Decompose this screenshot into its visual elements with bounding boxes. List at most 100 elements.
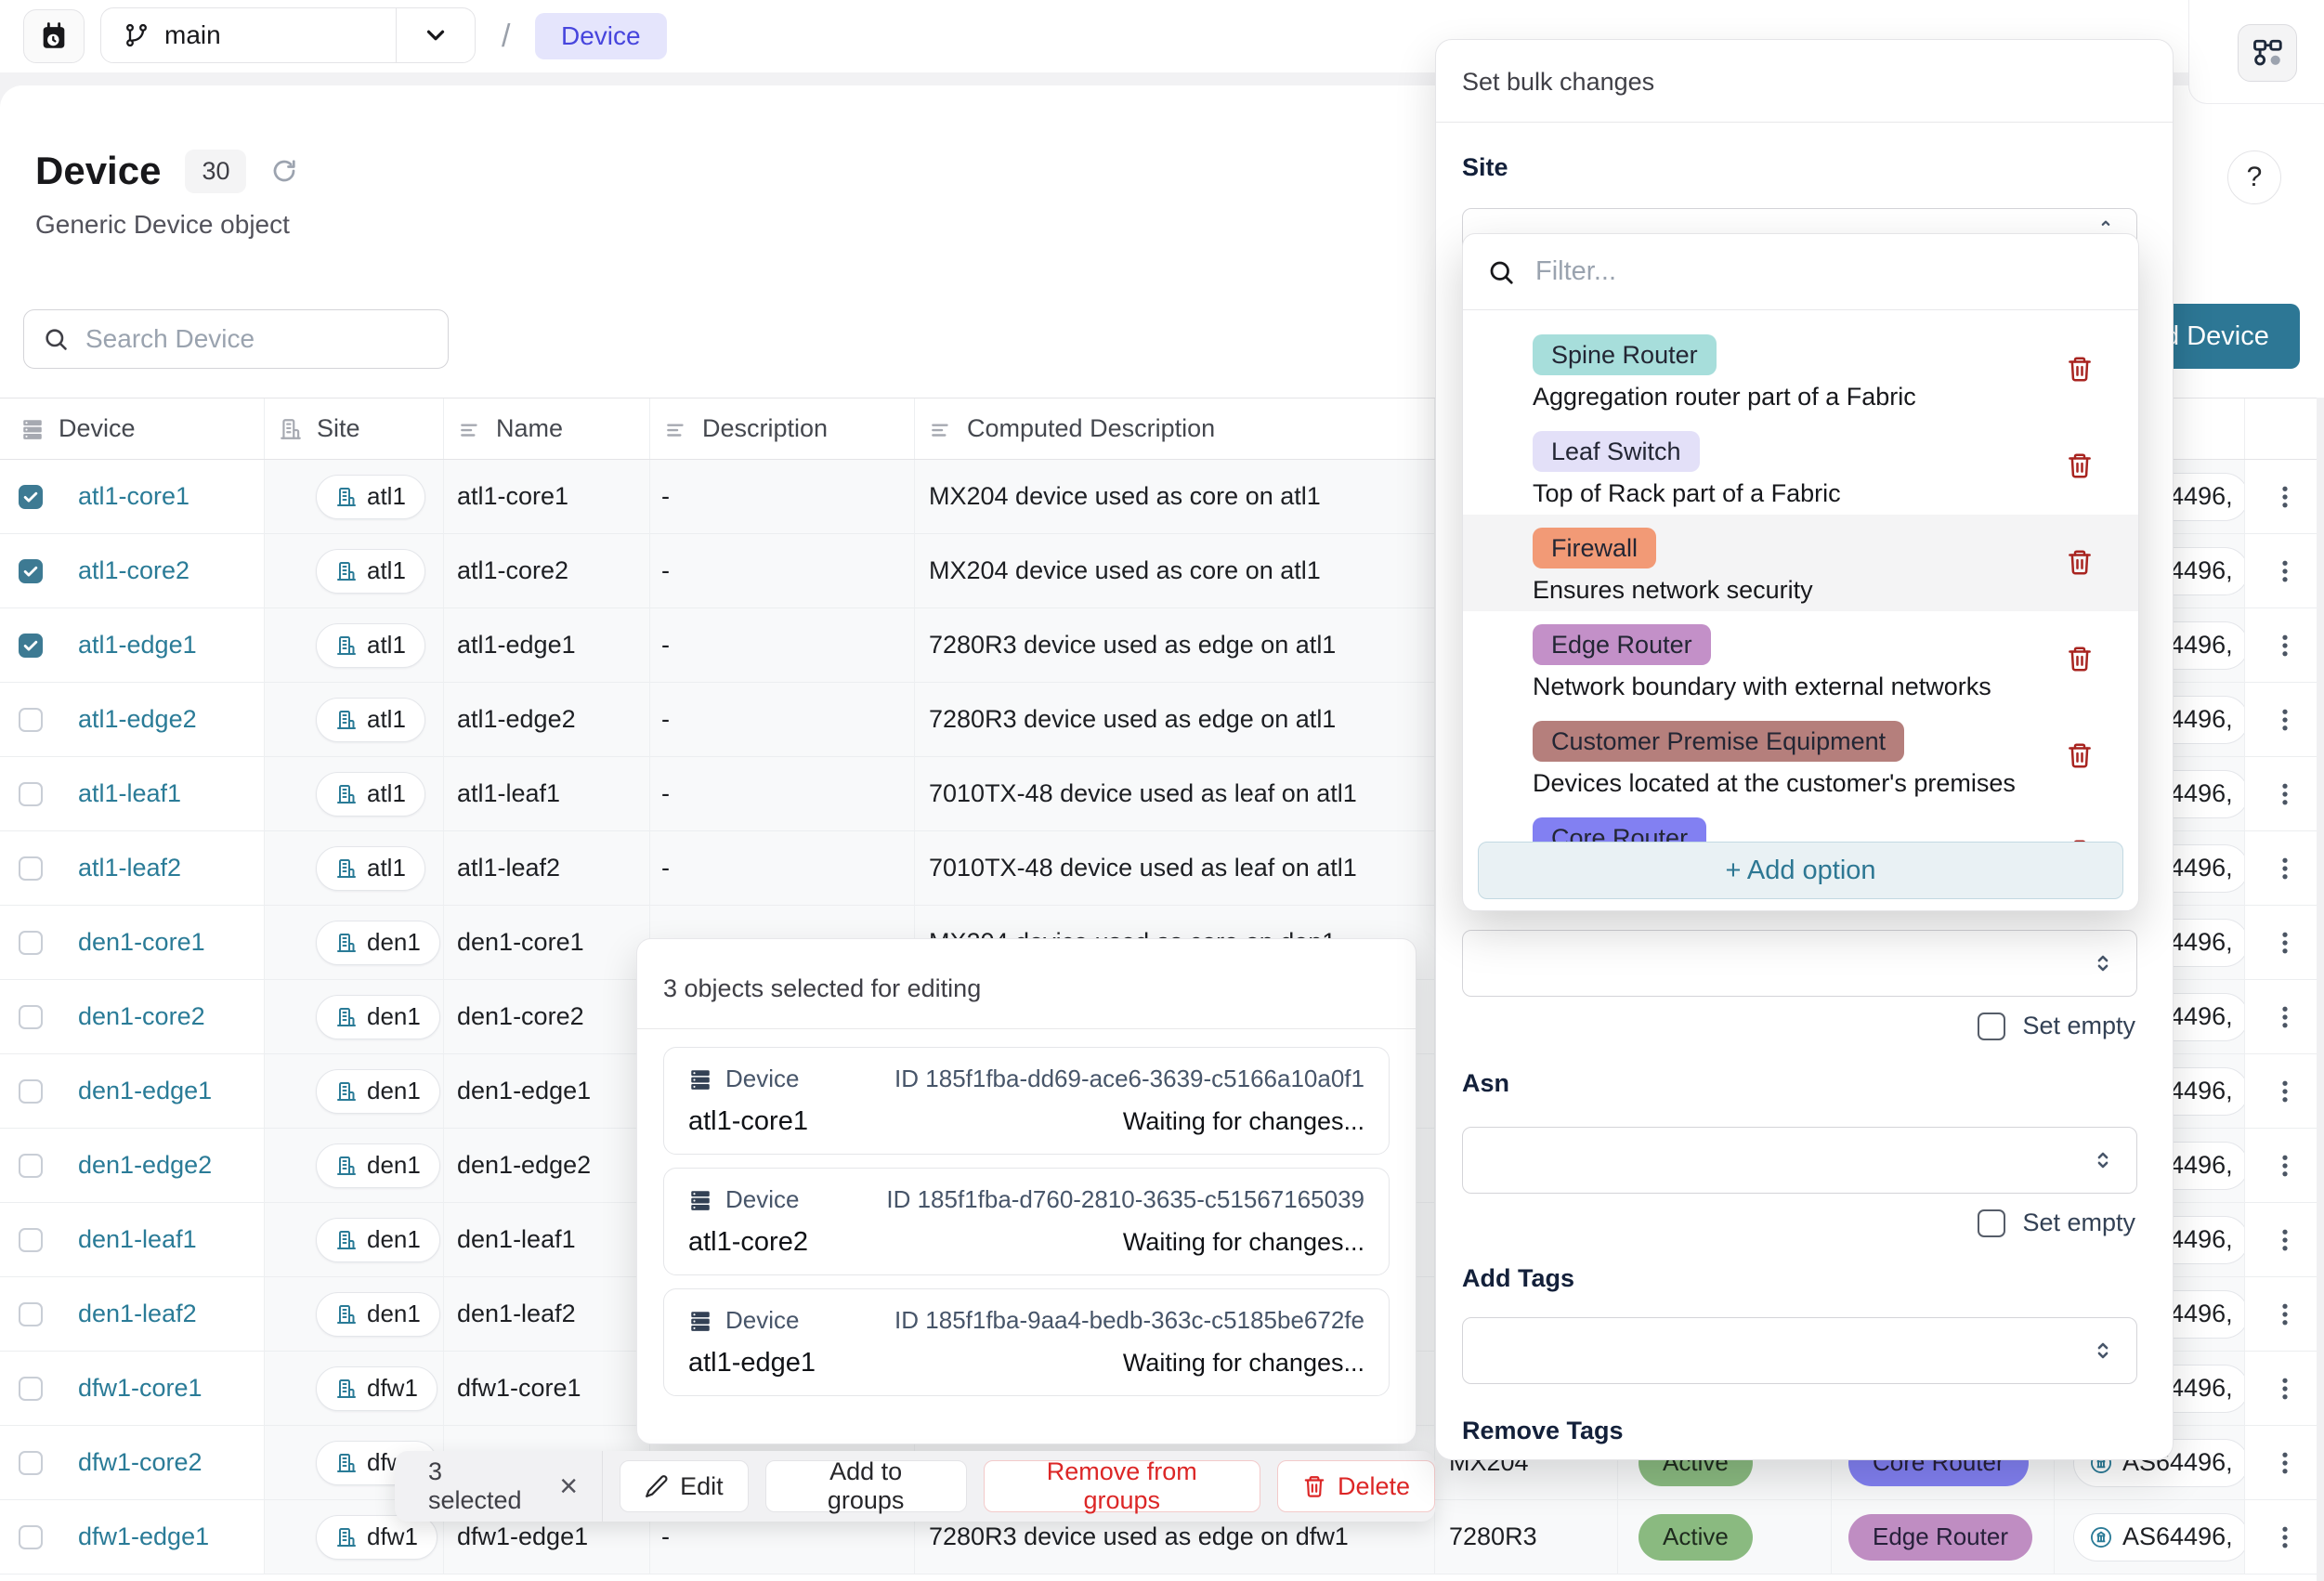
site-cell: atl1	[265, 683, 444, 757]
add-option-button[interactable]: + Add option	[1478, 842, 2123, 899]
delete-option-button[interactable]	[2066, 741, 2096, 771]
site-chip[interactable]: atl1	[316, 771, 425, 817]
column-header-hidden	[2055, 399, 2245, 459]
row-checkbox[interactable]	[19, 1450, 43, 1475]
row-menu-button[interactable]	[2265, 1517, 2305, 1558]
row-menu-button[interactable]	[2265, 922, 2305, 963]
device-link[interactable]: den1-leaf1	[78, 1225, 197, 1253]
site-chip[interactable]: den1	[316, 920, 440, 965]
row-checkbox[interactable]	[19, 484, 43, 509]
row-checkbox[interactable]	[19, 1376, 43, 1401]
device-link[interactable]: dfw1-edge1	[78, 1522, 210, 1550]
set-empty-checkbox[interactable]	[1978, 1012, 2006, 1040]
row-checkbox[interactable]	[19, 558, 43, 583]
row-menu-button[interactable]	[2265, 625, 2305, 666]
row-checkbox[interactable]	[19, 1524, 43, 1549]
row-menu-button[interactable]	[2265, 1145, 2305, 1186]
dropdown-option[interactable]: Leaf Switch Top of Rack part of a Fabric	[1463, 418, 2138, 515]
status-select[interactable]	[1462, 930, 2137, 997]
device-link[interactable]: atl1-edge1	[78, 631, 197, 659]
schema-button[interactable]	[2238, 24, 2297, 82]
site-chip[interactable]: dfw1	[316, 1514, 437, 1560]
name-cell: den1-leaf2	[444, 1277, 650, 1352]
device-link[interactable]: den1-edge2	[78, 1151, 213, 1179]
search-input[interactable]	[85, 324, 429, 354]
device-link[interactable]: dfw1-core1	[78, 1374, 202, 1402]
row-menu-button[interactable]	[2265, 997, 2305, 1038]
row-menu-button[interactable]	[2265, 699, 2305, 740]
column-header-computed-description: Computed Description	[915, 399, 1435, 459]
delete-option-button[interactable]	[2066, 355, 2096, 385]
row-checkbox[interactable]	[19, 1153, 43, 1178]
branch-selector[interactable]: main	[100, 7, 476, 63]
row-menu-button[interactable]	[2265, 1368, 2305, 1409]
description-cell: -	[650, 683, 915, 757]
dropdown-option[interactable]: Firewall Ensures network security	[1463, 515, 2138, 611]
remove-from-groups-button[interactable]: Remove from groups	[983, 1457, 1260, 1514]
delete-button[interactable]: Delete	[1276, 1460, 1435, 1512]
timeframe-button[interactable]	[23, 9, 85, 63]
help-button[interactable]: ?	[2227, 150, 2281, 204]
device-link[interactable]: atl1-leaf2	[78, 854, 182, 882]
branch-dropdown-toggle[interactable]	[397, 8, 475, 62]
add-tags-select[interactable]	[1462, 1317, 2137, 1384]
site-chip[interactable]: atl1	[316, 548, 425, 594]
dropdown-option[interactable]: Spine Router Aggregation router part of a…	[1463, 321, 2138, 418]
row-menu-button[interactable]	[2265, 1294, 2305, 1335]
set-empty-checkbox[interactable]	[1978, 1209, 2006, 1237]
add-to-groups-button[interactable]: Add to groups	[764, 1457, 967, 1514]
row-checkbox[interactable]	[19, 1078, 43, 1104]
site-chip[interactable]: atl1	[316, 845, 425, 891]
asn-select[interactable]	[1462, 1127, 2137, 1194]
site-chip[interactable]: den1	[316, 1291, 440, 1337]
row-checkbox[interactable]	[19, 856, 43, 881]
row-checkbox[interactable]	[19, 781, 43, 806]
site-chip[interactable]: atl1	[316, 697, 425, 742]
refresh-icon[interactable]	[270, 157, 298, 185]
name-cell: den1-core2	[444, 980, 650, 1054]
device-link[interactable]: atl1-core2	[78, 556, 190, 584]
row-checkbox[interactable]	[19, 1301, 43, 1326]
row-menu-button[interactable]	[2265, 774, 2305, 815]
device-link[interactable]: atl1-core1	[78, 482, 190, 510]
clear-selection-button[interactable]: ×	[559, 1469, 579, 1504]
option-description: Network boundary with external networks	[1533, 673, 1991, 700]
site-chip[interactable]: atl1	[316, 622, 425, 668]
device-link[interactable]: den1-edge1	[78, 1077, 213, 1104]
site-chip[interactable]: atl1	[316, 474, 425, 519]
row-menu-button[interactable]	[2265, 1443, 2305, 1483]
row-menu-button[interactable]	[2265, 1220, 2305, 1261]
row-checkbox[interactable]	[19, 1227, 43, 1252]
dropdown-option[interactable]: Edge Router Network boundary with externa…	[1463, 611, 2138, 708]
building-icon	[335, 1229, 358, 1251]
delete-option-button[interactable]	[2066, 645, 2096, 674]
device-link[interactable]: den1-leaf2	[78, 1300, 197, 1327]
site-chip[interactable]: den1	[316, 1068, 440, 1114]
edit-button[interactable]: Edit	[620, 1460, 749, 1512]
filter-input[interactable]	[1535, 256, 2114, 287]
row-menu-button[interactable]	[2265, 848, 2305, 889]
device-link[interactable]: dfw1-core2	[78, 1448, 202, 1476]
row-menu-button[interactable]	[2265, 477, 2305, 517]
site-chip[interactable]: dfw1	[316, 1365, 437, 1411]
device-link[interactable]: atl1-edge2	[78, 705, 197, 733]
device-cell: atl1-edge2	[0, 683, 265, 757]
dropdown-option[interactable]: Customer Premise Equipment Devices locate…	[1463, 708, 2138, 804]
site-chip[interactable]: den1	[316, 1143, 440, 1188]
device-link[interactable]: den1-core1	[78, 928, 205, 956]
site-chip[interactable]: den1	[316, 1217, 440, 1262]
site-chip[interactable]: den1	[316, 994, 440, 1039]
row-checkbox[interactable]	[19, 633, 43, 658]
scrollbar[interactable]	[2317, 398, 2324, 1581]
device-link[interactable]: atl1-leaf1	[78, 779, 182, 807]
row-checkbox[interactable]	[19, 707, 43, 732]
row-checkbox[interactable]	[19, 930, 43, 955]
delete-option-button[interactable]	[2066, 451, 2096, 481]
device-link[interactable]: den1-core2	[78, 1002, 205, 1030]
row-menu-button[interactable]	[2265, 1071, 2305, 1112]
row-menu-button[interactable]	[2265, 551, 2305, 592]
row-checkbox[interactable]	[19, 1004, 43, 1029]
asn-chip[interactable]: AS64496,	[2073, 1512, 2244, 1561]
delete-option-button[interactable]	[2066, 548, 2096, 578]
breadcrumb-device[interactable]: Device	[535, 13, 667, 59]
